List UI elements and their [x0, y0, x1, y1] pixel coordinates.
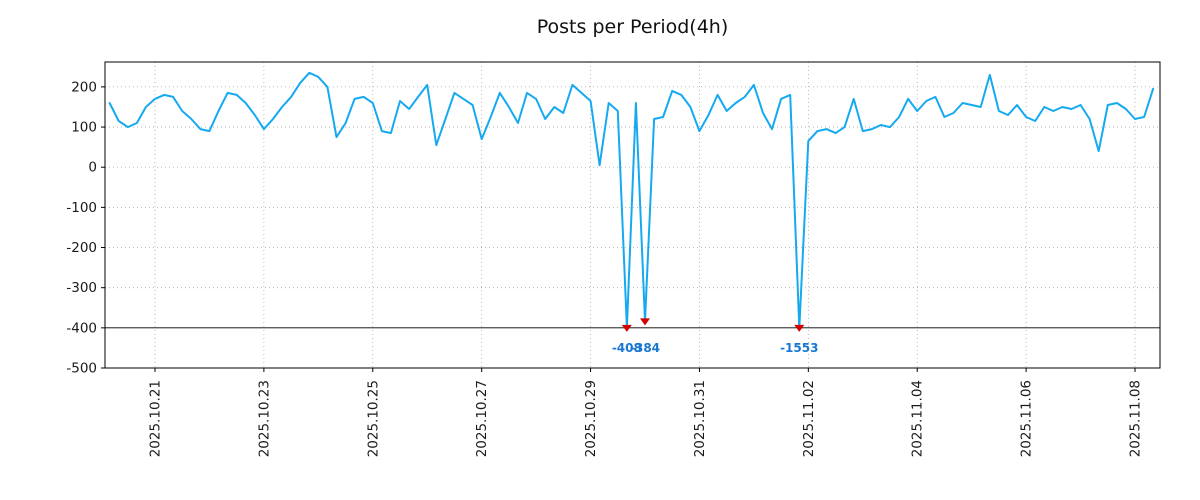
- x-tick-label: 2025.10.29: [583, 380, 599, 457]
- annotation-marker-icon: [640, 318, 650, 326]
- y-tick-label: -300: [66, 280, 97, 296]
- y-tick-label: -200: [66, 240, 97, 256]
- x-tick-label: 2025.11.06: [1019, 380, 1035, 457]
- y-tick-label: -500: [66, 361, 97, 377]
- y-tick-label: -400: [66, 320, 97, 336]
- chart-title: Posts per Period(4h): [536, 16, 729, 38]
- x-tick-label: 2025.10.23: [256, 380, 272, 457]
- x-tick-label: 2025.10.25: [365, 380, 381, 457]
- annotation-label: -1553: [780, 341, 818, 355]
- x-tick-label: 2025.10.27: [474, 380, 490, 457]
- annotation-label: -384: [630, 341, 660, 355]
- series-line: [108, 71, 1155, 329]
- y-tick-label: 100: [71, 120, 97, 136]
- y-tick-label: 200: [71, 79, 97, 95]
- annotation-label: -408: [612, 341, 642, 355]
- y-tick-label: 0: [88, 160, 97, 176]
- annotation-marker-icon: [794, 324, 805, 332]
- annotation-marker-icon: [621, 324, 632, 332]
- y-tick-label: -100: [66, 200, 97, 216]
- axes-frame: [104, 61, 1161, 369]
- x-tick-label: 2025.10.21: [148, 380, 164, 457]
- x-tick-label: 2025.11.02: [801, 380, 817, 457]
- x-tick-label: 2025.11.04: [910, 380, 926, 457]
- x-tick-label: 2025.10.31: [692, 380, 708, 457]
- x-tick-label: 2025.11.08: [1128, 380, 1144, 457]
